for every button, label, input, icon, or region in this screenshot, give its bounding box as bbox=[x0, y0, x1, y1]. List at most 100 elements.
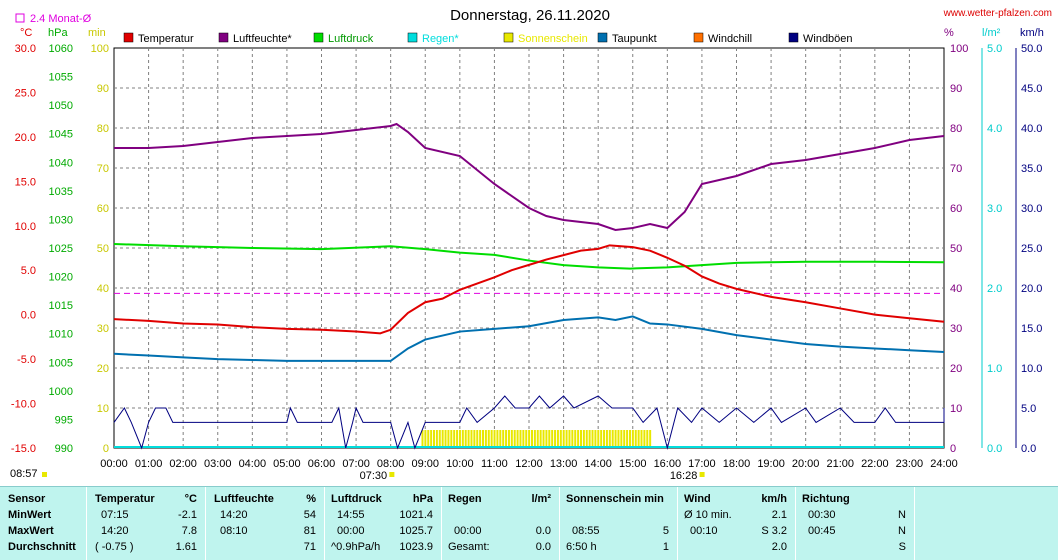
wind-day-avg: 2.0 bbox=[771, 541, 787, 553]
dir-time-2: 00:45 bbox=[808, 525, 836, 537]
dewpoint-line bbox=[113, 315, 945, 362]
pct-tick: 80 bbox=[950, 123, 962, 135]
press-max: 1025.7 bbox=[399, 525, 433, 537]
hum-min-time: 14:20 bbox=[220, 509, 248, 521]
humidity-line bbox=[114, 122, 945, 232]
wind-tick: 10.0 bbox=[1021, 363, 1042, 375]
hum-max: 81 bbox=[303, 525, 316, 537]
hum-min: 54 bbox=[303, 509, 316, 521]
press-max-time: 00:00 bbox=[337, 525, 365, 537]
pct-tick: 100 bbox=[950, 43, 968, 55]
site-link[interactable]: www.wetter-pfalzen.com bbox=[943, 8, 1052, 19]
legend-swatch bbox=[597, 32, 608, 43]
dir-head: Richtung bbox=[802, 493, 850, 505]
hum-max-time: 08:10 bbox=[220, 525, 248, 537]
hpa-tick: 1015 bbox=[49, 300, 73, 312]
legend-swatch bbox=[788, 32, 799, 43]
legend-swatch bbox=[693, 32, 704, 43]
time-tick: 10:00 bbox=[446, 458, 474, 470]
time-tick: 12:00 bbox=[515, 458, 543, 470]
wind-gust-line bbox=[113, 395, 945, 450]
time-tick: 13:00 bbox=[550, 458, 578, 470]
sun-total: 6:50 h bbox=[566, 541, 597, 553]
sun-avg: 1 bbox=[662, 541, 669, 553]
wind-tick: 15.0 bbox=[1021, 323, 1042, 335]
col-hum: Luftfeuchte % 14:20 54 08:10 81 71 bbox=[206, 487, 325, 560]
temp-tick: 25.0 bbox=[15, 87, 36, 99]
pct-tick: 60 bbox=[950, 203, 962, 215]
rain-tick: 2.0 bbox=[987, 283, 1002, 295]
min-tick: 90 bbox=[97, 83, 109, 95]
pct-tick: 90 bbox=[950, 83, 962, 95]
hpa-tick: 1035 bbox=[49, 186, 73, 198]
temperature-line bbox=[113, 244, 945, 335]
hpa-tick: 1020 bbox=[49, 272, 73, 284]
wind-max-time: 00:10 bbox=[690, 525, 718, 537]
min-tick: 100 bbox=[91, 43, 109, 55]
pct-tick: 10 bbox=[950, 403, 962, 415]
dir-avg: S bbox=[898, 541, 906, 553]
min-tick: 70 bbox=[97, 163, 109, 175]
axes: 30.0 25.0 20.0 15.0 10.0 5.0 0.0 -5.0 -10.0 -15.0… bbox=[10, 13, 1044, 482]
pressure-line bbox=[113, 243, 945, 270]
sun-head: Sonnenschein min bbox=[566, 493, 664, 505]
row-label: MaxWert bbox=[8, 525, 54, 537]
row-label: MinWert bbox=[8, 509, 52, 521]
stats-table: Sensor MinWert MaxWert Durchschnitt Temp… bbox=[0, 486, 1058, 560]
rain-unit: l/m² bbox=[531, 493, 551, 505]
temp-tick: 15.0 bbox=[15, 176, 36, 188]
hpa-tick: 1010 bbox=[49, 329, 73, 341]
time-tick: 02:00 bbox=[169, 458, 197, 470]
press-head: Luftdruck bbox=[331, 493, 382, 505]
hpa-tick: 1005 bbox=[49, 357, 73, 369]
legend: Temperatur Luftfeuchte* Luftdruck Regen* Son… bbox=[123, 32, 853, 45]
time-tick: 21:00 bbox=[826, 458, 854, 470]
hpa-tick: 1000 bbox=[49, 386, 73, 398]
hpa-tick: 1045 bbox=[49, 129, 73, 141]
sunset-icon bbox=[699, 472, 705, 477]
legend-label: Windchill bbox=[708, 33, 752, 45]
time-tick: 15:00 bbox=[619, 458, 647, 470]
temp-tick: -15.0 bbox=[11, 443, 36, 455]
temp-min-time: 07:15 bbox=[101, 509, 129, 521]
time-tick: 24:00 bbox=[930, 458, 958, 470]
rain-tick: 0.0 bbox=[987, 443, 1002, 455]
row-label: Durchschnitt bbox=[8, 541, 76, 553]
wind-avg-label: Ø 10 min. bbox=[684, 509, 732, 521]
rain-max: 0.0 bbox=[535, 525, 551, 537]
temp-tick: -5.0 bbox=[17, 354, 36, 366]
temp-min: -2.1 bbox=[178, 509, 197, 521]
wind-tick: 35.0 bbox=[1021, 163, 1042, 175]
press-avg: 1023.9 bbox=[399, 541, 433, 553]
temp-tick: 20.0 bbox=[15, 132, 36, 144]
press-trend: ^0.9hPa/h bbox=[331, 541, 381, 553]
rain-total: 0.0 bbox=[535, 541, 551, 553]
time-tick: 05:00 bbox=[273, 458, 301, 470]
col-press: Luftdruck hPa 14:55 1021.4 00:00 1025.7 … bbox=[325, 487, 442, 560]
time-tick: 23:00 bbox=[896, 458, 924, 470]
dir-val-2: N bbox=[898, 525, 906, 537]
sensor-head: Sensor bbox=[8, 493, 46, 505]
wind-tick: 25.0 bbox=[1021, 243, 1042, 255]
pct-tick: 30 bbox=[950, 323, 962, 335]
time-tick: 03:00 bbox=[204, 458, 232, 470]
dir-val-1: N bbox=[898, 509, 906, 521]
wind-head: Wind bbox=[684, 493, 711, 505]
min-tick: 30 bbox=[97, 323, 109, 335]
time-tick: 22:00 bbox=[861, 458, 889, 470]
col-sensor: Sensor MinWert MaxWert Durchschnitt bbox=[0, 487, 87, 560]
wind-tick: 20.0 bbox=[1021, 283, 1042, 295]
col-wind: Wind km/h Ø 10 min. 2.1 00:10 S 3.2 2.0 bbox=[678, 487, 796, 560]
min-tick: 0 bbox=[103, 443, 109, 455]
rain-total-label: Gesamt: bbox=[448, 541, 490, 553]
temp-tick: 5.0 bbox=[21, 265, 36, 277]
rain-tick: 5.0 bbox=[987, 43, 1002, 55]
time-tick: 14:00 bbox=[584, 458, 612, 470]
sun-max-time: 08:55 bbox=[572, 525, 600, 537]
press-unit: hPa bbox=[412, 493, 433, 505]
temp-avg: 1.61 bbox=[175, 541, 197, 553]
time-tick: 16:00 bbox=[654, 458, 682, 470]
sun-icon bbox=[42, 472, 47, 477]
wind-tick: 40.0 bbox=[1021, 123, 1042, 135]
wind-tick: 0.0 bbox=[1021, 443, 1036, 455]
